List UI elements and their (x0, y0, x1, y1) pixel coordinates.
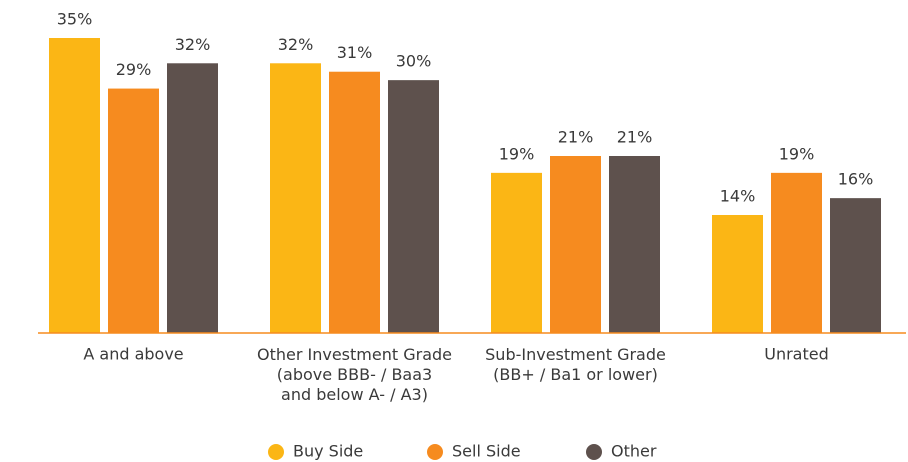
bar (830, 198, 881, 333)
value-label: 32% (278, 35, 314, 54)
bar (609, 156, 660, 333)
x-tick-label: Sub-Investment Grade (BB+ / Ba1 or lower) (485, 345, 666, 384)
legend-swatch (586, 444, 602, 460)
value-label: 19% (779, 144, 815, 163)
x-tick-label: Unrated (764, 345, 829, 364)
bar (712, 215, 763, 333)
bar (771, 172, 822, 333)
value-label: 32% (175, 35, 211, 54)
value-label: 19% (499, 144, 535, 163)
x-tick-label: A and above (83, 345, 183, 364)
value-label: 21% (617, 128, 653, 147)
bar (388, 80, 439, 334)
value-label: 29% (116, 60, 152, 79)
bar (491, 172, 542, 333)
legend-swatch (427, 444, 443, 460)
legend-swatch (268, 444, 284, 460)
bar (329, 71, 380, 333)
legend-label: Sell Side (452, 442, 521, 461)
bar (270, 63, 321, 334)
legend-label: Buy Side (293, 442, 363, 461)
value-label: 16% (838, 170, 874, 189)
bar (49, 38, 100, 333)
x-tick-label: Other Investment Grade (above BBB- / Baa3… (257, 345, 452, 404)
value-label: 21% (558, 128, 594, 147)
value-label: 14% (720, 187, 756, 206)
bar (550, 156, 601, 333)
value-label: 35% (57, 10, 93, 29)
bar (167, 63, 218, 334)
value-label: 30% (396, 52, 432, 71)
value-label: 31% (337, 43, 373, 62)
bar (108, 88, 159, 333)
legend-label: Other (611, 442, 657, 461)
